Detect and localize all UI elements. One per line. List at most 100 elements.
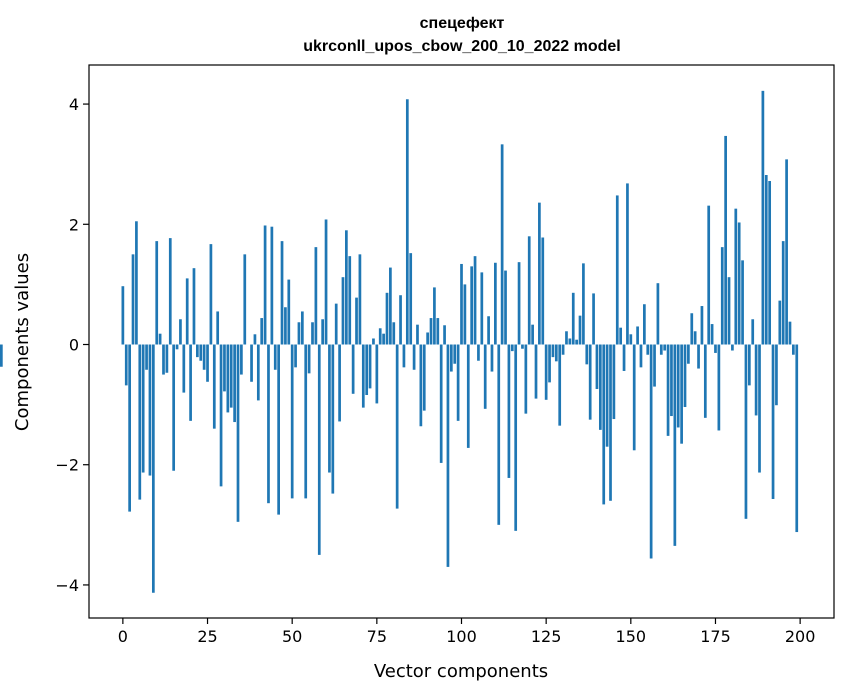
bar-99 <box>456 344 460 421</box>
bar-2 <box>128 344 131 512</box>
bar-19 <box>185 278 189 345</box>
bar-166 <box>683 344 687 408</box>
bar-133 <box>571 292 575 345</box>
bar-138 <box>588 344 592 420</box>
bar-48 <box>284 307 287 345</box>
chart-subtitle: ukrconll_upos_cbow_200_10_2022 model <box>303 38 620 55</box>
bar-125 <box>544 344 548 400</box>
bar-15 <box>172 344 176 471</box>
bar-8 <box>148 344 152 476</box>
bar-161 <box>666 344 670 436</box>
bar-85 <box>409 253 413 345</box>
bar-181 <box>734 208 738 345</box>
bar-31 <box>226 344 230 413</box>
bar-120 <box>527 236 531 345</box>
bar-163 <box>673 344 677 546</box>
bar-187 <box>754 344 758 416</box>
bar-175 <box>714 344 717 353</box>
bar-168 <box>690 313 694 345</box>
bar-150 <box>629 334 633 345</box>
bar-44 <box>270 226 274 345</box>
bar-50 <box>290 344 294 499</box>
bar-64 <box>338 344 341 422</box>
bar-122 <box>534 344 538 399</box>
bar-174 <box>710 324 714 345</box>
bar-93 <box>436 318 440 345</box>
bar-76 <box>378 328 382 345</box>
bar-23 <box>199 344 203 361</box>
bar-0 <box>121 286 125 345</box>
bar-9 <box>151 344 155 593</box>
bar-114 <box>507 344 511 478</box>
bar-96 <box>446 344 450 567</box>
bar-132 <box>568 338 572 345</box>
bar-61 <box>328 344 331 473</box>
bar-27 <box>212 344 216 429</box>
x-tick-label: 150 <box>616 627 647 646</box>
bar-89 <box>422 344 426 411</box>
bar-198 <box>792 344 795 355</box>
bar-60 <box>324 219 328 345</box>
bar-65 <box>341 277 345 345</box>
bar-180 <box>731 344 734 351</box>
bar-107 <box>483 344 487 409</box>
bar-88 <box>419 344 423 427</box>
bar-130 <box>561 344 565 355</box>
bar-7 <box>145 344 148 370</box>
bar-20 <box>189 344 192 421</box>
bar-91 <box>429 318 433 345</box>
bar-183 <box>741 260 744 345</box>
bar-43 <box>267 344 270 504</box>
bar-143 <box>605 344 609 447</box>
bar-159 <box>659 344 663 355</box>
x-tick-label: 100 <box>446 627 477 646</box>
bar-101 <box>463 284 467 345</box>
bar-141 <box>598 344 602 430</box>
bar-3 <box>131 254 135 345</box>
bar-145 <box>612 344 616 420</box>
y-tick-label: −2 <box>55 456 79 475</box>
bar-193 <box>775 344 778 406</box>
bar-156 <box>649 344 653 559</box>
bar-52 <box>297 322 301 345</box>
bar-71 <box>361 344 365 408</box>
bar-74 <box>372 338 375 345</box>
bar-30 <box>223 344 226 392</box>
bar-18 <box>182 344 186 393</box>
bar-170 <box>697 344 700 369</box>
bar-112 <box>500 144 504 345</box>
bar-14 <box>168 238 172 345</box>
bar-40 <box>256 344 260 401</box>
bar-57 <box>314 247 318 345</box>
bar-41 <box>260 318 264 345</box>
bar-29 <box>219 344 223 487</box>
bar-108 <box>487 316 490 345</box>
bar-167 <box>687 344 690 364</box>
bar-63 <box>334 303 338 345</box>
bar-78 <box>385 292 389 345</box>
bar-90 <box>426 332 429 345</box>
x-axis-ticks: 0 25 50 75 100 125 150 175 200 <box>118 618 815 646</box>
bar-54 <box>304 344 308 499</box>
bar-42 <box>263 225 267 345</box>
bar-177 <box>720 247 724 345</box>
x-tick-label: 0 <box>118 627 128 646</box>
bar-80 <box>392 322 396 345</box>
bar-36 <box>243 254 247 345</box>
bar-25 <box>206 344 209 382</box>
bar-24 <box>202 344 206 370</box>
bar-188 <box>758 344 761 473</box>
bar-149 <box>626 183 629 345</box>
bar-164 <box>676 344 680 428</box>
bar-135 <box>578 315 582 345</box>
bar-119 <box>524 344 528 414</box>
bar-136 <box>582 263 585 345</box>
bar-103 <box>470 266 474 345</box>
bar-68 <box>351 344 355 394</box>
bar-32 <box>229 344 233 408</box>
bar-140 <box>595 344 599 389</box>
bar-22 <box>196 344 199 358</box>
x-tick-label: 25 <box>197 627 217 646</box>
bar-169 <box>693 331 697 345</box>
bar-162 <box>670 344 673 417</box>
